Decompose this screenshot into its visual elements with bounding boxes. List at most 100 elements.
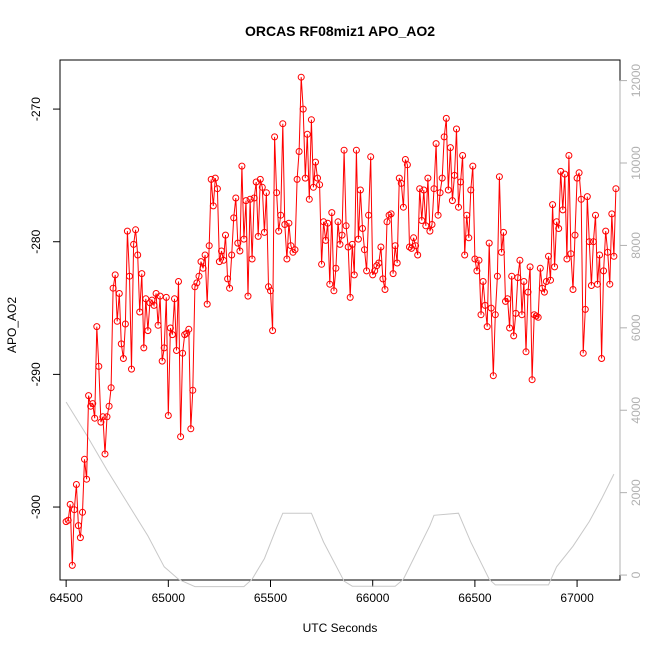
y-tick-label: -290	[29, 362, 43, 386]
data-point	[324, 219, 332, 227]
series-layer	[62, 73, 620, 588]
data-point	[532, 312, 540, 320]
data-point	[103, 413, 111, 421]
data-point	[352, 146, 360, 154]
data-point	[312, 158, 319, 166]
data-point	[226, 284, 234, 292]
data-point	[205, 242, 213, 250]
y2-tick-label: 10000	[629, 146, 643, 180]
data-point	[318, 260, 326, 268]
data-point	[273, 189, 281, 197]
data-point	[489, 372, 497, 380]
data-point	[91, 414, 99, 422]
data-point	[246, 195, 254, 203]
data-point	[418, 217, 426, 224]
data-point	[285, 219, 293, 227]
data-point	[271, 133, 279, 141]
data-point	[377, 243, 385, 251]
data-point	[175, 278, 182, 285]
data-point	[301, 174, 309, 182]
data-point	[354, 235, 362, 243]
data-point	[81, 455, 88, 463]
data-point	[393, 259, 401, 267]
data-point	[275, 227, 283, 235]
data-point	[181, 331, 189, 339]
data-point	[412, 242, 420, 250]
data-point	[397, 179, 405, 187]
data-point	[279, 120, 287, 128]
data-point	[467, 186, 475, 194]
data-point	[430, 185, 438, 193]
secondary-series-line	[65, 401, 615, 588]
data-point	[213, 185, 221, 193]
data-point	[295, 148, 303, 155]
data-point	[495, 173, 503, 181]
data-point	[228, 251, 236, 259]
y2-tick-label: 6000	[629, 314, 643, 341]
data-point	[195, 272, 203, 280]
data-point	[70, 506, 78, 514]
data-point	[305, 195, 313, 203]
data-point	[475, 256, 483, 264]
data-point	[585, 238, 593, 246]
data-point	[608, 210, 616, 218]
data-point	[234, 239, 242, 247]
data-point	[526, 263, 534, 271]
data-point	[369, 271, 377, 279]
data-point	[350, 271, 358, 279]
data-point	[68, 561, 76, 569]
data-point	[575, 169, 583, 177]
data-point	[555, 225, 563, 232]
data-point	[461, 251, 469, 259]
data-point	[201, 251, 209, 259]
data-point	[426, 227, 434, 235]
data-point	[563, 255, 571, 263]
data-point	[328, 209, 336, 217]
data-point	[387, 210, 395, 218]
data-point	[79, 508, 86, 516]
data-point	[356, 186, 364, 194]
data-point	[303, 130, 311, 138]
data-point	[498, 248, 505, 256]
data-point	[177, 433, 185, 441]
data-point	[416, 185, 424, 193]
data-point	[136, 308, 144, 316]
chart-title: ORCAS RF08miz1 APO_AO2	[245, 23, 435, 39]
data-point	[579, 349, 587, 357]
data-point	[583, 193, 591, 201]
data-point	[189, 386, 197, 394]
x-tick-label: 65500	[254, 591, 288, 605]
data-point	[506, 324, 514, 332]
data-point	[277, 211, 285, 219]
data-point	[85, 392, 93, 400]
primary-series-line	[65, 77, 617, 566]
data-point	[144, 327, 152, 335]
data-point	[291, 246, 299, 254]
data-point	[160, 344, 168, 352]
y2-tick-label: 4000	[629, 397, 643, 424]
data-point	[493, 272, 501, 280]
data-point	[117, 340, 125, 348]
data-point	[332, 264, 340, 272]
data-point	[473, 267, 481, 275]
data-point	[193, 279, 201, 287]
data-point	[428, 221, 436, 228]
data-point	[363, 267, 371, 275]
data-point	[203, 300, 211, 308]
data-point	[432, 140, 440, 148]
data-point	[459, 152, 467, 159]
data-point	[391, 242, 399, 250]
data-point	[436, 189, 444, 197]
data-point	[287, 242, 295, 250]
y-tick-label: -300	[29, 495, 43, 519]
data-point	[322, 236, 330, 244]
data-point	[538, 284, 546, 292]
data-point	[479, 278, 487, 285]
data-point	[185, 325, 193, 333]
data-point	[64, 516, 72, 524]
data-point	[109, 284, 117, 292]
data-point	[330, 287, 338, 295]
data-point	[604, 248, 612, 256]
data-point	[222, 231, 229, 239]
data-point	[600, 267, 608, 275]
